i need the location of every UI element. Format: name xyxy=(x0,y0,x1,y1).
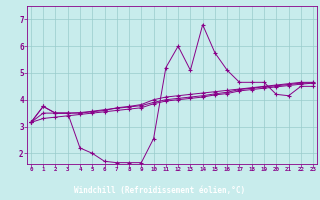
Text: Windchill (Refroidissement éolien,°C): Windchill (Refroidissement éolien,°C) xyxy=(75,186,245,196)
